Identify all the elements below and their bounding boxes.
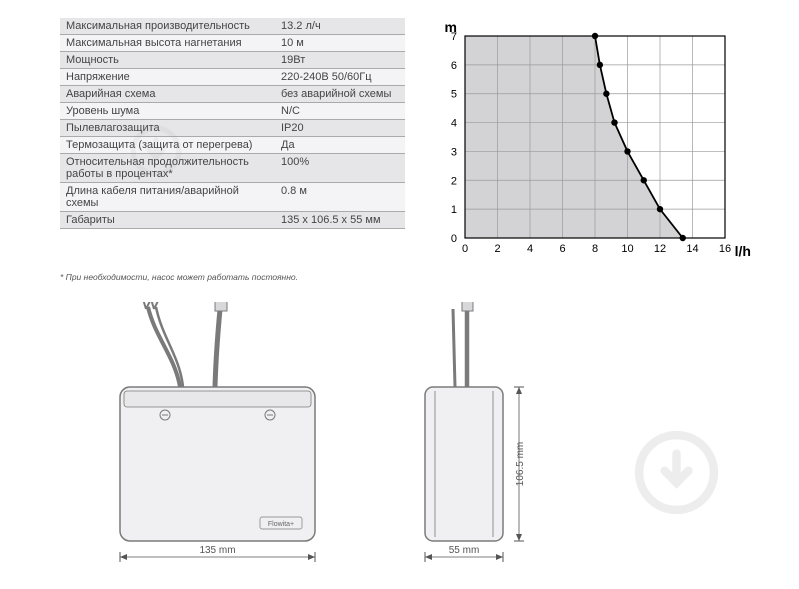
svg-text:106.5 mm: 106.5 mm — [515, 442, 526, 486]
spec-label: Максимальная производительность — [60, 18, 275, 35]
spec-row: Максимальная производительность13.2 л/ч — [60, 18, 405, 35]
spec-value: 135 x 106.5 x 55 мм — [275, 212, 405, 229]
svg-text:10: 10 — [621, 243, 633, 255]
spec-label: Уровень шума — [60, 103, 275, 120]
spec-row: Мощность19Вт — [60, 52, 405, 69]
svg-text:8: 8 — [592, 243, 598, 255]
svg-text:6: 6 — [451, 60, 457, 72]
spec-label: Длина кабеля питания/аварийной схемы — [60, 183, 275, 212]
spec-value: 100% — [275, 154, 405, 183]
svg-text:3: 3 — [451, 146, 457, 158]
spec-value: 19Вт — [275, 52, 405, 69]
svg-text:135 mm: 135 mm — [199, 545, 235, 556]
spec-label: Напряжение — [60, 69, 275, 86]
svg-text:16: 16 — [719, 243, 731, 255]
side-view-drawing: 55 mm 106.5 mm — [395, 302, 565, 572]
svg-text:2: 2 — [451, 175, 457, 187]
svg-text:6: 6 — [559, 243, 565, 255]
spec-row: Термозащита (защита от перегрева)Да — [60, 137, 405, 154]
svg-text:0: 0 — [451, 233, 457, 245]
spec-row: Габариты135 x 106.5 x 55 мм — [60, 212, 405, 229]
performance-chart: 024681012141601234567ml/h — [425, 18, 755, 268]
spec-label: Максимальная высота нагнетания — [60, 35, 275, 52]
spec-label: Габариты — [60, 212, 275, 229]
spec-row: Максимальная высота нагнетания10 м — [60, 35, 405, 52]
svg-text:2: 2 — [494, 243, 500, 255]
svg-text:14: 14 — [686, 243, 698, 255]
spec-label: Аварийная схема — [60, 86, 275, 103]
spec-value: Да — [275, 137, 405, 154]
svg-text:m: m — [445, 19, 457, 35]
watermark-icon — [130, 125, 182, 177]
footnote: * При необходимости, насос может работат… — [0, 268, 799, 282]
spec-row: Напряжение220-240В 50/60Гц — [60, 69, 405, 86]
watermark-icon — [634, 430, 719, 515]
svg-text:12: 12 — [654, 243, 666, 255]
spec-value: 13.2 л/ч — [275, 18, 405, 35]
front-view-drawing: Flowita+ 135 mm — [90, 302, 345, 572]
spec-value: N/C — [275, 103, 405, 120]
svg-text:55 mm: 55 mm — [449, 545, 480, 556]
spec-row: Относительная продолжительность работы в… — [60, 154, 405, 183]
svg-text:4: 4 — [451, 118, 457, 130]
spec-table: Максимальная производительность13.2 л/чМ… — [60, 18, 405, 229]
svg-text:0: 0 — [462, 243, 468, 255]
spec-value: 220-240В 50/60Гц — [275, 69, 405, 86]
spec-label: Мощность — [60, 52, 275, 69]
spec-value: без аварийной схемы — [275, 86, 405, 103]
svg-text:1: 1 — [451, 204, 457, 216]
svg-text:5: 5 — [451, 89, 457, 101]
spec-value: IP20 — [275, 120, 405, 137]
spec-row: Аварийная схемабез аварийной схемы — [60, 86, 405, 103]
spec-row: Длина кабеля питания/аварийной схемы0.8 … — [60, 183, 405, 212]
spec-value: 0.8 м — [275, 183, 405, 212]
spec-row: Уровень шумаN/C — [60, 103, 405, 120]
svg-text:l/h: l/h — [735, 243, 751, 259]
spec-row: ПылевлагозащитаIP20 — [60, 120, 405, 137]
svg-text:Flowita+: Flowita+ — [268, 521, 294, 528]
spec-value: 10 м — [275, 35, 405, 52]
svg-text:4: 4 — [527, 243, 533, 255]
